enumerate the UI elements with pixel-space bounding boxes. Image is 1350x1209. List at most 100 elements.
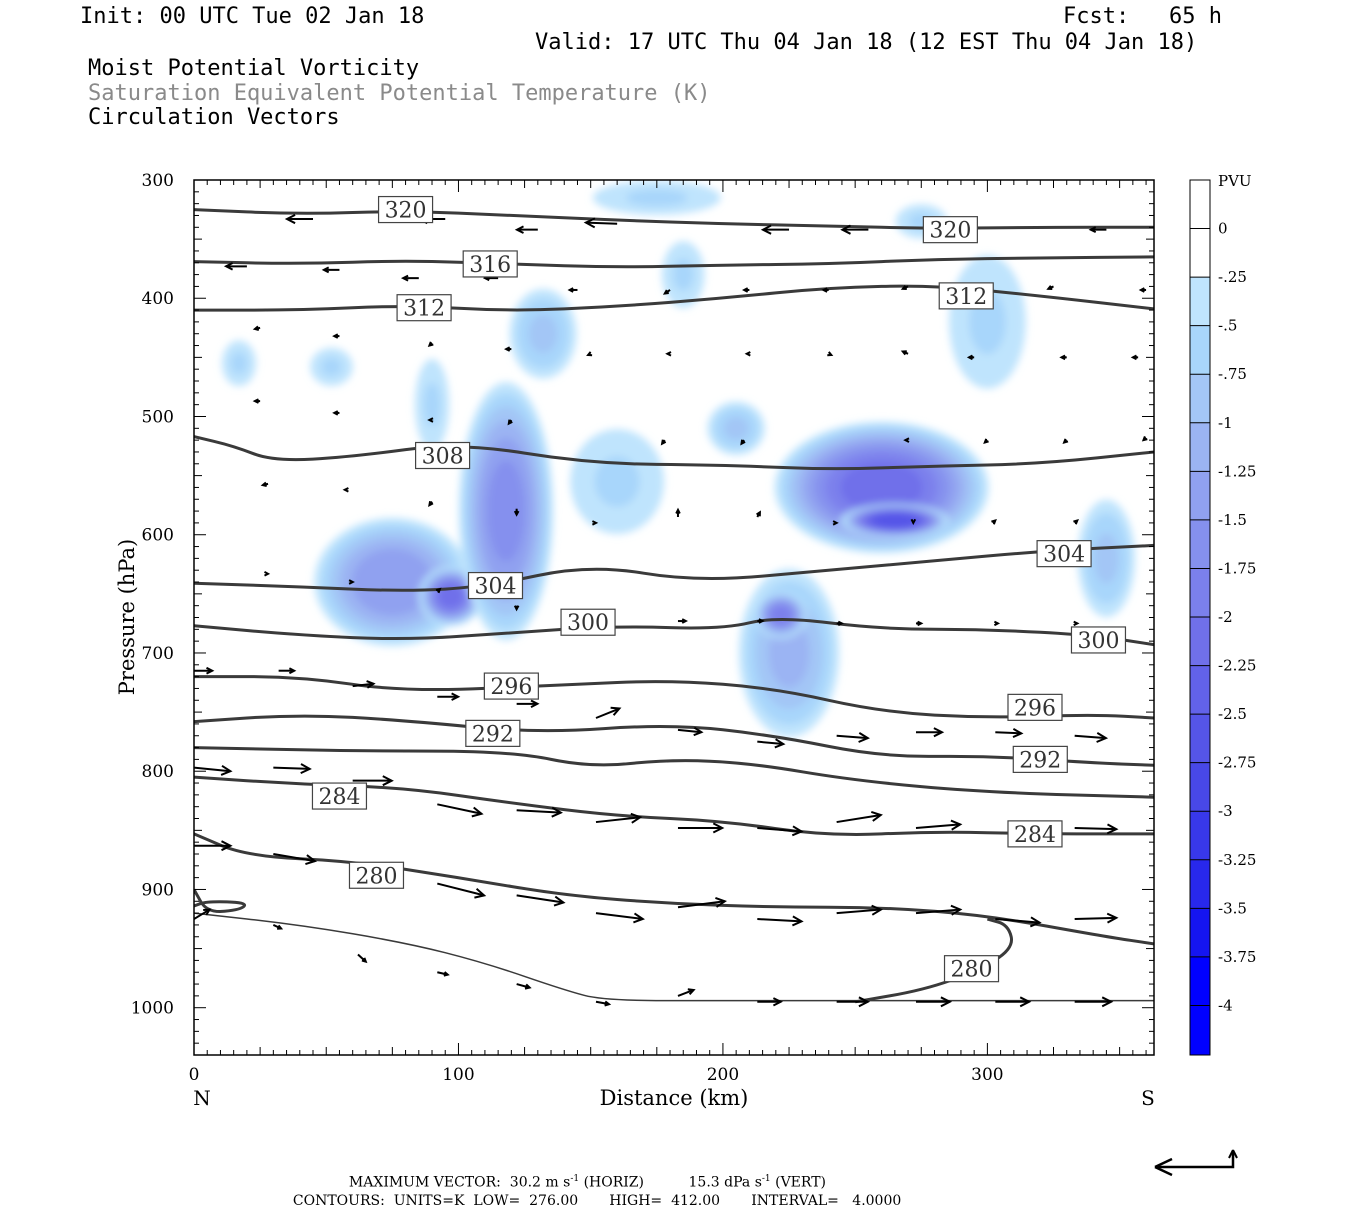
svg-text:292: 292 <box>1019 748 1061 773</box>
pv-region <box>528 314 558 353</box>
theta-e-contour-316 <box>194 255 1154 269</box>
y-tick-label: 600 <box>142 526 174 546</box>
colorbar-segment <box>1190 714 1210 764</box>
circulation-vector <box>677 726 704 737</box>
pv-region <box>723 416 749 440</box>
colorbar-label: -2 <box>1218 608 1233 626</box>
circulation-vector <box>836 996 871 1008</box>
y-tick-label: 300 <box>142 171 174 191</box>
circulation-vector <box>194 764 233 776</box>
contour-label-312: 312 <box>396 294 452 322</box>
x-tick-label: 100 <box>442 1065 474 1085</box>
contour-label-284: 284 <box>311 782 368 810</box>
circulation-vector <box>284 214 314 225</box>
circulation-vector <box>995 728 1024 739</box>
circulation-vector <box>516 983 532 990</box>
circulation-vector <box>757 618 765 624</box>
circulation-vector <box>435 587 442 594</box>
pv-region <box>626 189 688 206</box>
circulation-vector <box>1059 354 1067 361</box>
colorbar-segment <box>1190 422 1210 472</box>
y-tick-label: 700 <box>142 644 174 664</box>
circulation-vector <box>595 1000 612 1007</box>
circulation-vector <box>591 520 599 526</box>
contour-label-280: 280 <box>348 861 405 889</box>
circulation-vector <box>740 439 746 446</box>
x-tick-label: 200 <box>707 1065 739 1085</box>
theta-e-contour-292 <box>194 714 1154 767</box>
colorbar-segment <box>1190 859 1210 909</box>
contour-label-296: 296 <box>1007 693 1063 721</box>
contour-label-300: 300 <box>560 608 616 636</box>
svg-text:284: 284 <box>318 785 360 810</box>
circulation-vector <box>662 289 671 295</box>
circulation-vector <box>595 706 622 719</box>
contour-label-312: 312 <box>938 282 994 310</box>
circulation-vector <box>352 775 394 787</box>
circulation-vector <box>903 437 910 443</box>
valid-time: Valid: 17 UTC Thu 04 Jan 18 (12 EST Thu … <box>535 30 1198 55</box>
circulation-vector <box>1062 438 1069 445</box>
circulation-vector <box>514 225 538 234</box>
x-axis-label: Distance (km) <box>600 1086 749 1110</box>
circulation-vector <box>915 996 953 1008</box>
circulation-vector <box>993 620 1001 627</box>
circulation-vector <box>260 481 269 487</box>
circulation-vector <box>742 287 750 293</box>
svg-text:320: 320 <box>385 199 427 224</box>
colorbar-label: -2.5 <box>1218 705 1247 723</box>
x-left-label-north: N <box>193 1086 211 1110</box>
circulation-vector <box>437 803 484 818</box>
theta-e-contour-304 <box>194 543 1154 592</box>
circulation-vector <box>836 732 870 743</box>
colorbar-segment <box>1190 228 1210 278</box>
colorbar-label: -.25 <box>1218 268 1247 286</box>
circulation-vector <box>342 487 349 493</box>
circulation-vector <box>516 894 566 907</box>
circulation-vector <box>516 699 540 708</box>
svg-text:304: 304 <box>1043 543 1085 568</box>
svg-text:296: 296 <box>1014 696 1056 721</box>
circulation-vector <box>223 262 247 271</box>
circulation-vector <box>252 325 261 331</box>
field-title-vectors: Circulation Vectors <box>88 105 340 130</box>
circulation-vector <box>437 692 461 701</box>
circulation-vector <box>1130 354 1139 361</box>
circulation-vector <box>900 285 909 290</box>
colorbar-label: -.75 <box>1218 365 1247 383</box>
y-axis-label: Pressure (hPa) <box>115 539 139 695</box>
colorbar-segment <box>1190 519 1210 569</box>
init-time: Init: 00 UTC Tue 02 Jan 18 <box>80 4 425 29</box>
colorbar-segment <box>1190 374 1210 424</box>
pv-region <box>871 513 918 528</box>
circulation-vector <box>677 896 727 909</box>
circulation-vector <box>516 806 563 818</box>
circulation-vector <box>983 438 989 445</box>
pv-region <box>673 258 694 291</box>
x-tick-label: 0 <box>189 1065 200 1085</box>
circulation-vector <box>760 224 790 235</box>
contour-label-292: 292 <box>1012 745 1068 773</box>
footer-contours: CONTOURS: UNITS=K LOW= 276.00 HIGH= 412.… <box>292 1193 902 1209</box>
theta-e-contour-308 <box>194 435 1154 471</box>
circulation-vector <box>428 501 434 507</box>
circulation-vector <box>427 341 434 347</box>
circulation-vector <box>273 853 318 866</box>
colorbar-label: -1.5 <box>1218 511 1247 529</box>
circulation-vector <box>507 419 513 426</box>
colorbar-label: -.5 <box>1218 317 1237 335</box>
contour-label-300: 300 <box>1070 626 1127 654</box>
svg-text:292: 292 <box>472 722 514 747</box>
contour-label-284: 284 <box>1007 820 1063 848</box>
colorbar-label: -3.5 <box>1218 899 1247 917</box>
pv-region <box>594 456 640 507</box>
colorbar-segment <box>1190 471 1210 521</box>
theta-e-contour-288 <box>194 746 1154 799</box>
colorbar-label: -4 <box>1218 996 1233 1014</box>
plot-frame <box>193 179 1155 1056</box>
circulation-vector <box>357 953 368 964</box>
circulation-vector <box>1073 620 1080 627</box>
colorbar-segment <box>1190 665 1210 715</box>
contour-label-296: 296 <box>483 672 539 700</box>
